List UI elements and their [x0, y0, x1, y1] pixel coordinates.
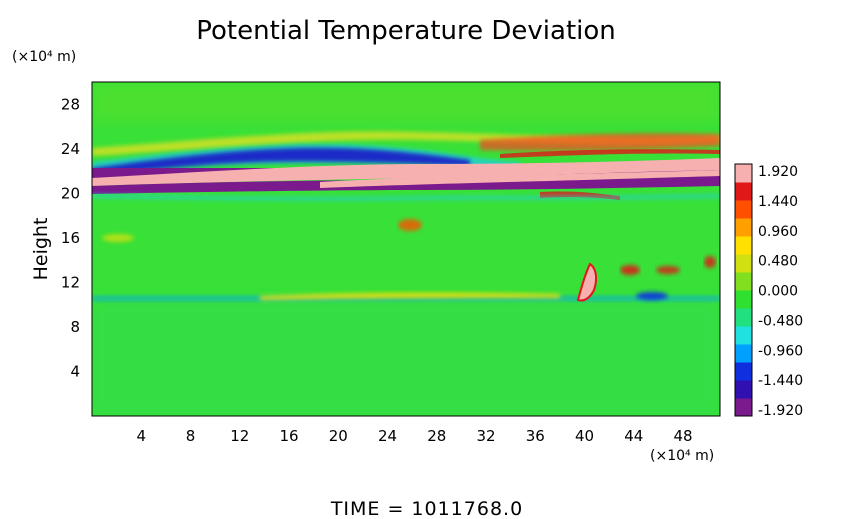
colorbar-swatch [735, 164, 752, 183]
pink-plume [578, 264, 597, 301]
colorbar-swatch [735, 380, 752, 399]
right-red-blob-3 [704, 256, 716, 268]
right-blue-blob [636, 292, 668, 300]
colorbar-swatch [735, 362, 752, 381]
x-tick-label: 40 [575, 427, 594, 445]
cold-line [92, 296, 720, 301]
colorbar: 1.920 1.440 0.960 0.480 0.000 -0.480 -0.960 -1.… [734, 163, 803, 419]
x-tick-label: 36 [526, 427, 545, 445]
colorbar-label: -1.920 [758, 403, 803, 419]
y-tick-label: 16 [61, 229, 80, 247]
x-tick-label: 44 [624, 427, 643, 445]
colorbar-swatch [735, 398, 752, 417]
colorbar-swatch [735, 272, 752, 291]
colorbar-label: -0.960 [758, 343, 803, 359]
upper-pink-band [92, 158, 720, 186]
x-tick-label: 4 [136, 427, 146, 445]
colorbar-label: 1.920 [758, 164, 798, 180]
y-tick-label: 20 [61, 184, 80, 202]
y-ticks: 4 8 12 16 20 24 28 [61, 95, 80, 380]
x-unit-label: (×10⁴ m) [650, 448, 714, 464]
colorbar-swatch [735, 290, 752, 309]
upper-red-strip [480, 133, 720, 151]
x-tick-label: 48 [674, 427, 693, 445]
x-tick-label: 16 [279, 427, 298, 445]
colorbar-label: 0.960 [758, 224, 798, 240]
x-tick-label: 32 [476, 427, 495, 445]
y-tick-label: 4 [70, 362, 80, 380]
colorbar-swatch [735, 200, 752, 219]
x-tick-label: 8 [186, 427, 196, 445]
y-unit-label: (×10⁴ m) [12, 49, 76, 65]
dark-blue-band [92, 147, 470, 176]
plot-frame [91, 81, 721, 417]
pink-plume-edge [576, 262, 598, 302]
lower-teal-green-region [92, 300, 720, 416]
colorbar-label: -1.440 [758, 373, 803, 389]
x-tick-label: 12 [230, 427, 249, 445]
left-yellow-blob [102, 234, 134, 242]
colorbar-frame [734, 163, 753, 417]
colorbar-swatch [735, 344, 752, 363]
heatmap-field [92, 82, 720, 416]
x-tick-label: 20 [329, 427, 348, 445]
colorbar-swatch [735, 308, 752, 327]
time-label: TIME = 1011768.0 [330, 498, 523, 519]
colorbar-label: 0.000 [758, 284, 798, 300]
x-tick-label: 24 [378, 427, 397, 445]
x-tick-label: 28 [427, 427, 446, 445]
colorbar-label: -0.480 [758, 313, 803, 329]
colorbar-swatch [735, 236, 752, 255]
right-red-blob-1 [620, 265, 640, 275]
upper-yellow-green-region [92, 82, 720, 122]
red-streak-top [500, 149, 720, 158]
y-tick-label: 12 [61, 273, 80, 291]
colorbar-label: 0.480 [758, 254, 798, 270]
colorbar-swatch [735, 182, 752, 201]
y-tick-label: 24 [61, 140, 80, 158]
x-ticks: 4 8 12 16 20 24 28 32 36 40 44 48 [136, 427, 692, 445]
y-axis-label: Height [30, 218, 52, 281]
cyan-under-band [92, 194, 720, 201]
chart-title: Potential Temperature Deviation [196, 16, 616, 46]
right-red-blob-2 [656, 266, 680, 274]
colorbar-label: 1.440 [758, 194, 798, 210]
colorbar-swatch [735, 254, 752, 273]
warm-line-yellow [260, 292, 560, 300]
mid-orange-blob [398, 219, 422, 231]
y-tick-label: 8 [70, 318, 80, 336]
colorbar-swatch [735, 326, 752, 345]
y-tick-label: 28 [61, 95, 80, 113]
colorbar-swatch [735, 218, 752, 237]
lower-pink-strip [320, 170, 720, 188]
